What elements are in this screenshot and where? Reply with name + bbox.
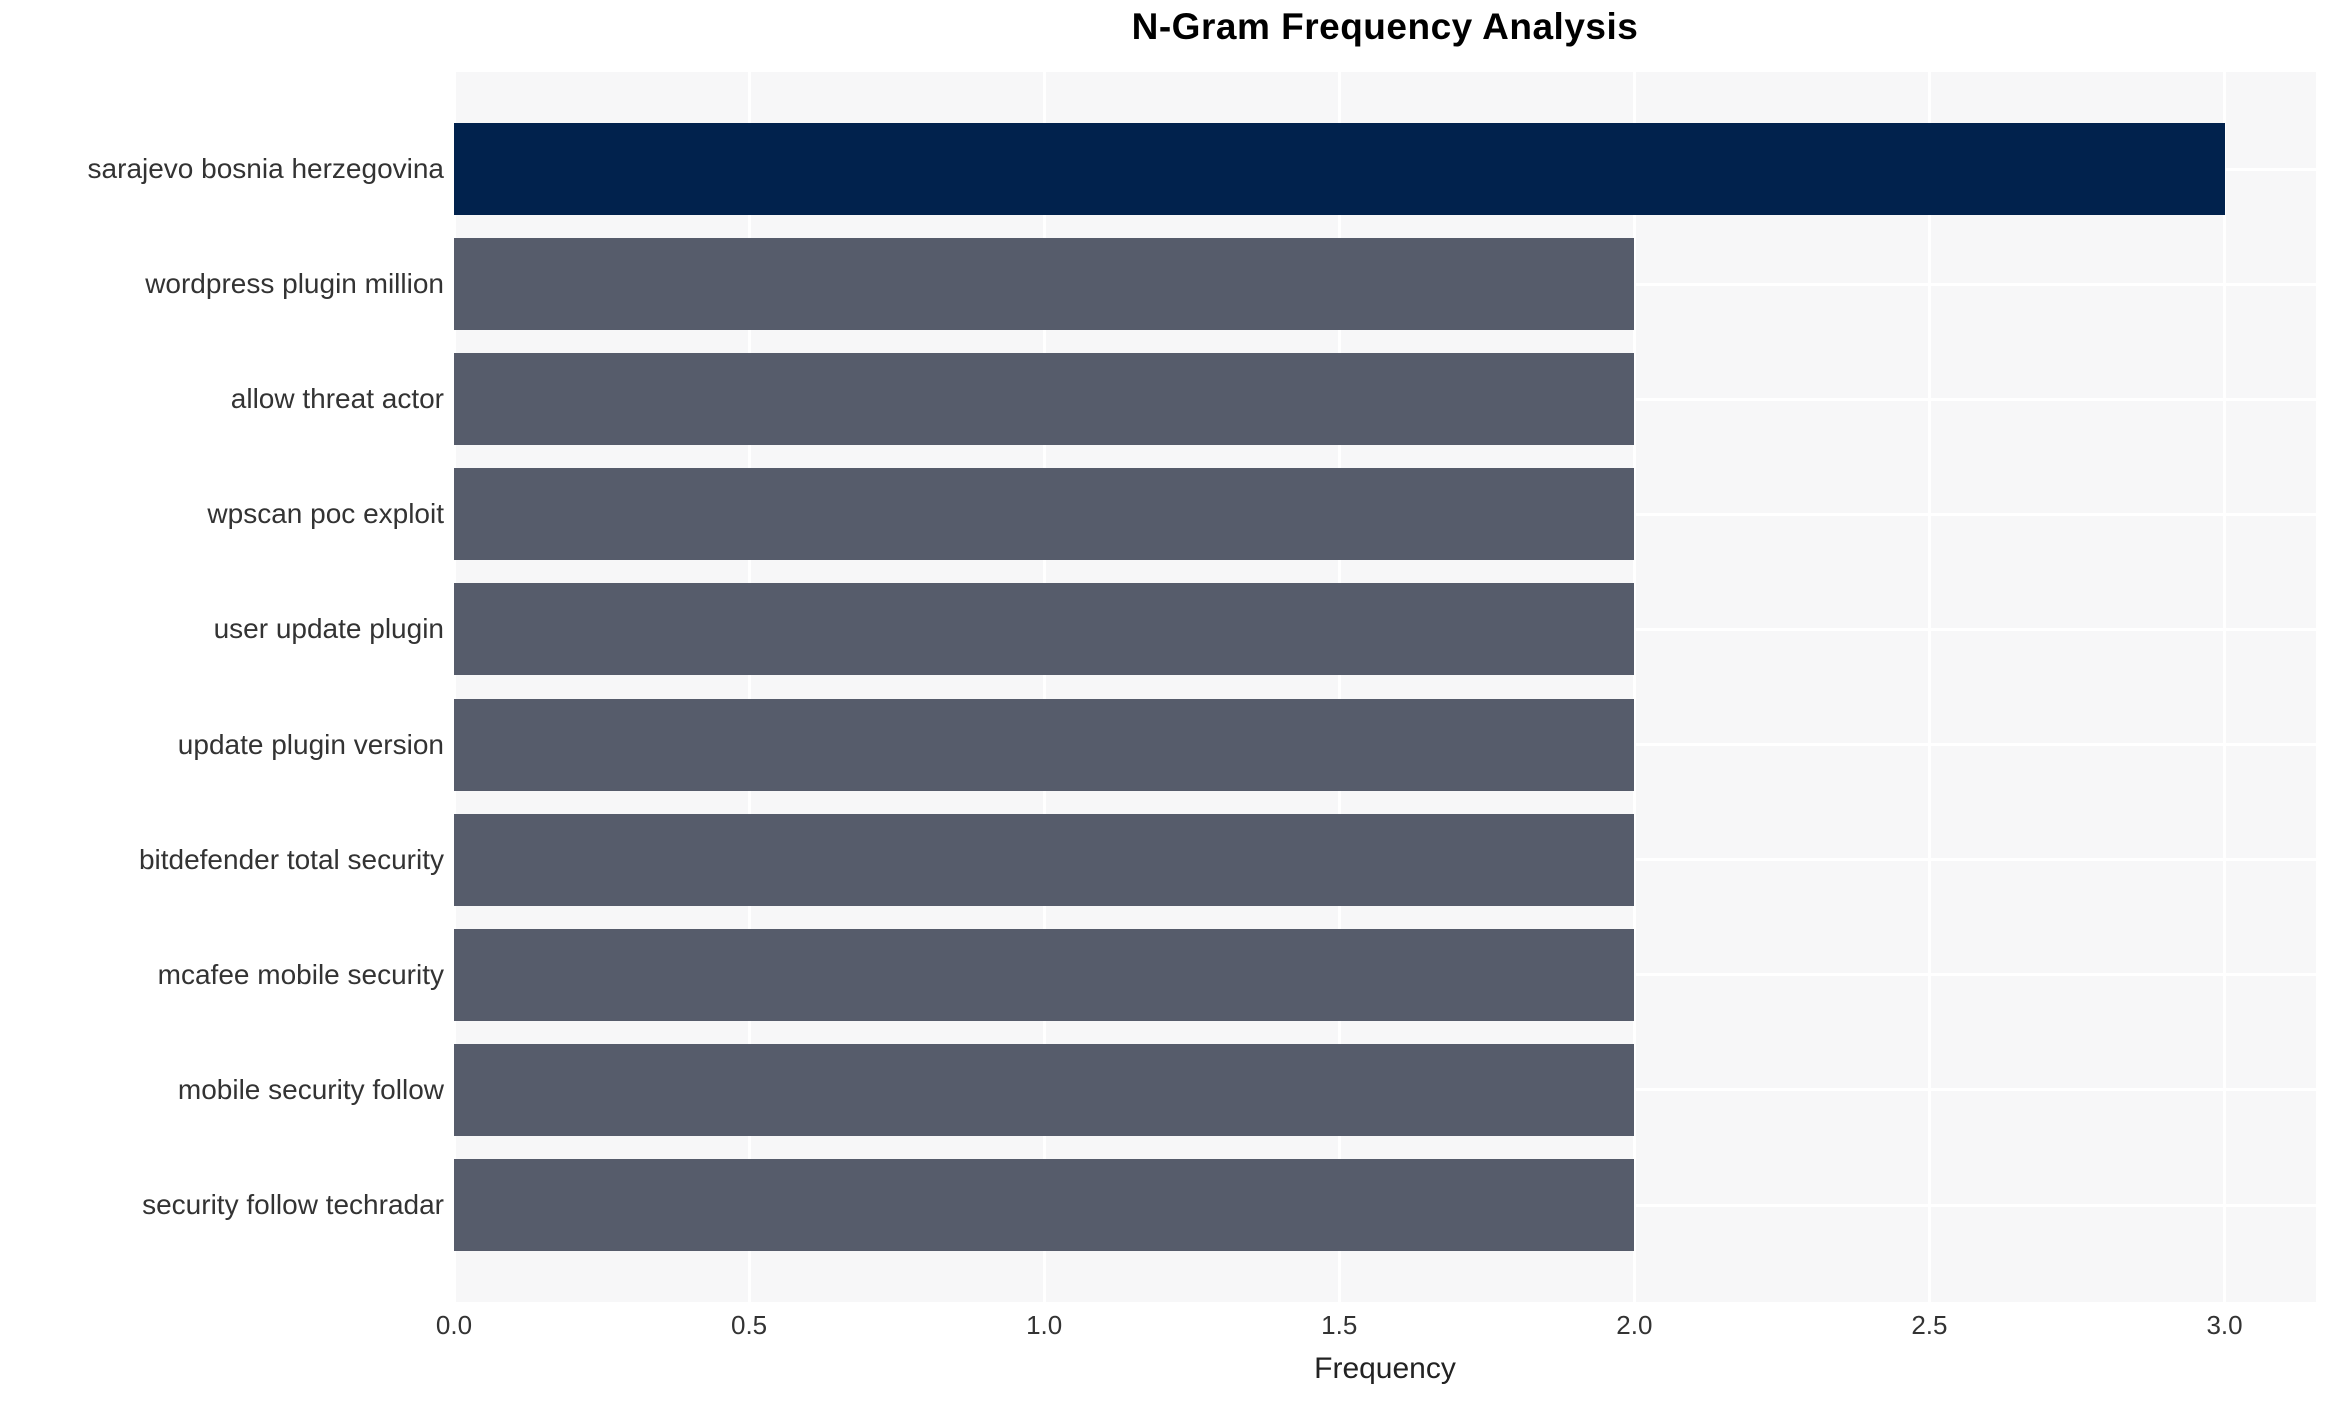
x-tick-label: 1.0 — [1026, 1310, 1063, 1340]
category-label: update plugin version — [177, 728, 444, 760]
category-label: wpscan poc exploit — [207, 498, 444, 530]
bar — [454, 123, 2225, 215]
x-axis-label: Frequency — [1314, 1352, 1456, 1385]
bar — [454, 353, 1635, 446]
category-label: security follow techradar — [142, 1189, 444, 1220]
x-tick-label: 0.0 — [435, 1310, 473, 1340]
category-label: mobile security follow — [177, 1073, 444, 1105]
gridline-vertical — [747, 72, 751, 1302]
x-tick-label: 3.0 — [2206, 1310, 2243, 1340]
gridline-vertical — [1632, 72, 1636, 1302]
bar — [454, 813, 1635, 906]
plot-area — [452, 72, 2316, 1302]
y-axis-category-labels: sarajevo bosnia herzegovina wordpress plu… — [0, 72, 444, 1302]
category-label: bitdefender total security — [138, 843, 444, 875]
x-tick-label: 2.5 — [1911, 1310, 1948, 1340]
bar — [454, 928, 1635, 1021]
x-tick-label: 2.0 — [1616, 1310, 1653, 1340]
bar — [454, 468, 1635, 561]
x-axis-ticks: 0.0 0.5 1.0 1.5 2.0 2.5 3.0 — [436, 1302, 2316, 1348]
bar — [454, 1159, 1635, 1251]
category-label: allow threat actor — [230, 383, 444, 415]
category-label: user update plugin — [213, 613, 444, 645]
gridline-vertical — [1337, 72, 1341, 1302]
chart-title: N-Gram Frequency Analysis — [1131, 6, 1639, 47]
bar — [454, 583, 1635, 676]
x-tick-label: 0.5 — [731, 1310, 768, 1340]
gridline-vertical — [1927, 72, 1931, 1302]
gridline-vertical — [2223, 72, 2227, 1302]
bar — [454, 1043, 1635, 1136]
bar — [454, 698, 1635, 791]
category-label: sarajevo bosnia herzegovina — [87, 153, 444, 184]
gridline-vertical — [1042, 72, 1046, 1302]
bar — [454, 238, 1635, 331]
category-label: mcafee mobile security — [157, 958, 444, 990]
gridline-vertical — [452, 72, 456, 1302]
category-label: wordpress plugin million — [145, 268, 444, 300]
x-tick-label: 1.5 — [1321, 1310, 1358, 1340]
